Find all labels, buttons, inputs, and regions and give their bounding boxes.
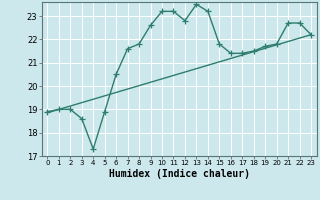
X-axis label: Humidex (Indice chaleur): Humidex (Indice chaleur) [109, 169, 250, 179]
